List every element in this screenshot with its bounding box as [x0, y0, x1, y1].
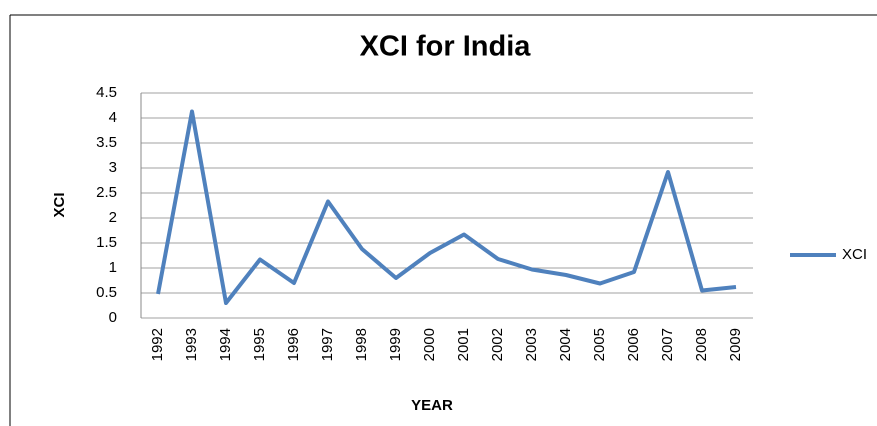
x-tick-label: 2004 — [557, 328, 574, 361]
x-axis-title: YEAR — [411, 397, 453, 414]
x-tick-label: 2007 — [659, 328, 676, 361]
data-line — [156, 109, 737, 305]
y-axis-title: XCI — [51, 192, 68, 217]
x-tick-label: 1996 — [285, 328, 302, 361]
y-tick-label: 2.5 — [96, 184, 117, 201]
x-tick-label: 2001 — [455, 328, 472, 361]
x-tick-label: 2003 — [523, 328, 540, 361]
y-tick-label: 4 — [109, 109, 117, 126]
y-tick-label: 4.5 — [96, 84, 117, 101]
x-tick-label: 2006 — [625, 328, 642, 361]
x-tick-label: 1998 — [353, 328, 370, 361]
y-tick-label: 3.5 — [96, 134, 117, 151]
chart-title: XCI for India — [360, 31, 532, 63]
x-tick-label: 2005 — [591, 328, 608, 361]
x-tick-label: 1992 — [149, 328, 166, 361]
x-tick-label: 1993 — [183, 328, 200, 361]
y-tick-label: 1 — [109, 259, 117, 276]
y-tick-label: 0.5 — [96, 284, 117, 301]
x-tick-label: 2008 — [693, 328, 710, 361]
legend-label: XCI — [842, 246, 867, 263]
y-tick-label: 1.5 — [96, 234, 117, 251]
x-tick-label: 1997 — [319, 328, 336, 361]
x-tick-label: 1994 — [217, 328, 234, 361]
x-tick-label: 1999 — [387, 328, 404, 361]
y-tick-label: 3 — [109, 159, 117, 176]
x-tick-label: 2000 — [421, 328, 438, 361]
x-tick-label: 1995 — [251, 328, 268, 361]
y-tick-label: 2 — [109, 209, 117, 226]
y-tick-label: 0 — [109, 309, 117, 326]
x-tick-label: 2009 — [727, 328, 744, 361]
x-tick-label: 2002 — [489, 328, 506, 361]
